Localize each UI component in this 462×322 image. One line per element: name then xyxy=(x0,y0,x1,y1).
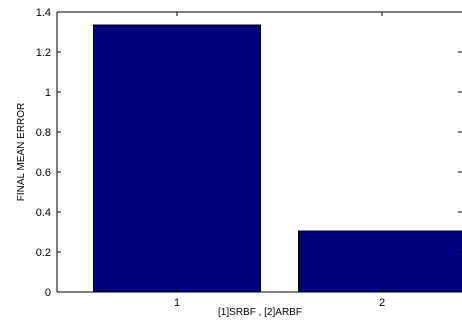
y-tick-label: 0 xyxy=(45,287,51,299)
x-tick-label: 2 xyxy=(379,297,385,309)
axes-group: 0 0.2 0.4 0.6 0.8 1 1.2 1.4 1 2 xyxy=(36,7,462,309)
y-axis-label: FINAL MEAN ERROR xyxy=(16,103,27,202)
y-tick-label: 1.2 xyxy=(36,47,51,59)
bar-2 xyxy=(298,230,462,293)
y-tick-label: 0.6 xyxy=(36,167,51,179)
bar-1 xyxy=(93,24,261,293)
bars-group xyxy=(93,24,462,293)
y-tick-label: 0.2 xyxy=(36,247,51,259)
y-tick-label: 1.4 xyxy=(36,7,51,19)
y-tick-label: 0.4 xyxy=(36,207,51,219)
x-axis-label: [1]SRBF , [2]ARBF xyxy=(218,307,302,318)
y-tick-label: 0.8 xyxy=(36,127,51,139)
x-tick-label: 1 xyxy=(174,297,180,309)
y-tick-label: 1 xyxy=(45,87,51,99)
